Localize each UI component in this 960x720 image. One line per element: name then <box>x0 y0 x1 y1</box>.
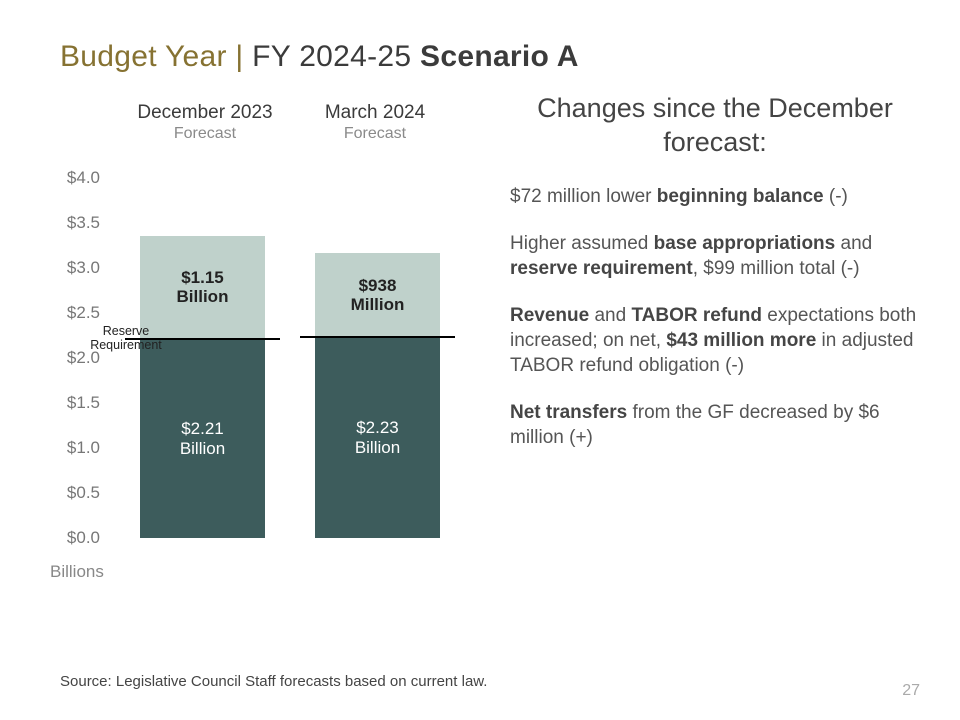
bar-segment-top: $1.15Billion <box>140 236 265 340</box>
bar-group: $2.23Billion$938Million <box>315 253 440 538</box>
change-bullet: Revenue and TABOR refund expectations bo… <box>510 303 920 378</box>
change-bullet: Net transfers from the GF decreased by $… <box>510 400 920 450</box>
bar-segment-top: $938Million <box>315 253 440 337</box>
y-tick-label: $2.0 <box>40 348 100 368</box>
changes-panel: Changes since the December forecast: $72… <box>500 92 920 622</box>
column-subtitle: Forecast <box>125 125 285 143</box>
y-tick-label: $0.0 <box>40 528 100 548</box>
column-period: March 2024 <box>295 102 455 124</box>
page-number: 27 <box>902 682 920 700</box>
bar-group: $2.21Billion$1.15Billion <box>140 236 265 538</box>
column-header: December 2023Forecast <box>125 102 285 143</box>
slide: Budget Year | FY 2024-25 Scenario A $2.2… <box>0 0 960 720</box>
y-axis-unit: Billions <box>50 562 104 582</box>
column-header: March 2024Forecast <box>295 102 455 143</box>
content-row: $2.21Billion$1.15Billion $2.23Billion$938… <box>40 92 920 622</box>
y-tick-label: $1.0 <box>40 438 100 458</box>
title-fy: FY 2024-25 <box>252 40 420 73</box>
column-period: December 2023 <box>125 102 285 124</box>
title-scenario: Scenario A <box>420 40 579 73</box>
changes-bullets: $72 million lower beginning balance (-) H… <box>510 184 920 451</box>
source-note: Source: Legislative Council Staff foreca… <box>60 673 487 690</box>
title-separator: | <box>227 40 252 73</box>
y-tick-label: $1.5 <box>40 393 100 413</box>
chart-area: $2.21Billion$1.15Billion $2.23Billion$938… <box>40 92 500 622</box>
y-tick-label: $3.5 <box>40 213 100 233</box>
title-prefix: Budget Year <box>60 40 227 73</box>
y-tick-label: $2.5 <box>40 303 100 323</box>
stacked-bar-chart: $2.21Billion$1.15Billion $2.23Billion$938… <box>40 102 470 572</box>
y-tick-label: $4.0 <box>40 168 100 188</box>
reserve-requirement-line <box>300 336 455 338</box>
change-bullet: $72 million lower beginning balance (-) <box>510 184 920 209</box>
y-tick-label: $0.5 <box>40 483 100 503</box>
bar-segment-bottom: $2.23Billion <box>315 337 440 538</box>
changes-heading: Changes since the December forecast: <box>510 92 920 160</box>
bar-segment-bottom: $2.21Billion <box>140 339 265 538</box>
change-bullet: Higher assumed base appropriations and r… <box>510 231 920 281</box>
column-subtitle: Forecast <box>295 125 455 143</box>
y-tick-label: $3.0 <box>40 258 100 278</box>
page-title: Budget Year | FY 2024-25 Scenario A <box>60 40 920 74</box>
plot-region: $2.21Billion$1.15Billion $2.23Billion$938… <box>110 178 470 538</box>
